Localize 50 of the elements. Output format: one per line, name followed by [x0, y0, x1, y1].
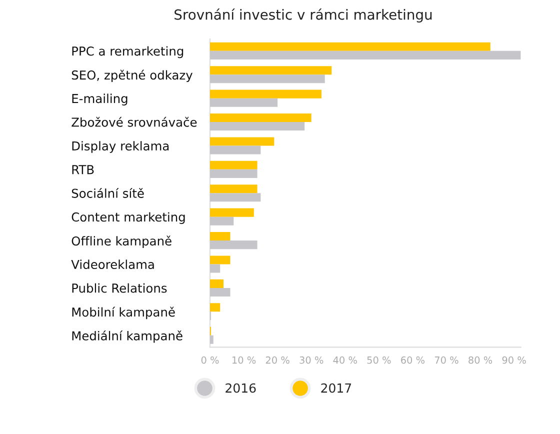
- y-tick-label: Offline kampaně: [72, 236, 172, 248]
- x-tick-label: 80 %: [468, 356, 492, 364]
- x-tick-label: 70 %: [434, 356, 458, 364]
- x-tick-label: 60 %: [401, 356, 425, 364]
- x-tick-label: 50 %: [367, 356, 391, 364]
- y-tick-label: Videoreklama: [71, 260, 154, 270]
- bar: [210, 303, 220, 312]
- bar: [210, 66, 332, 75]
- bar: [210, 137, 274, 146]
- chart-title: Srovnání investic v rámci marketingu: [174, 8, 432, 23]
- bar: [210, 264, 220, 273]
- y-tick-label: E-mailing: [72, 94, 128, 106]
- x-tick-label: 90 %: [502, 356, 526, 364]
- bar: [210, 160, 258, 170]
- y-tick-label: Public Relations: [72, 283, 167, 293]
- x-tick-label: 30 %: [300, 356, 324, 364]
- bar: [210, 279, 224, 288]
- legend-label: 2016: [226, 383, 256, 393]
- bar: [210, 335, 214, 344]
- bar: [210, 208, 254, 217]
- x-tick-label: 10 %: [232, 356, 256, 364]
- y-tick-label: Mediální kampaně: [72, 330, 182, 343]
- y-tick-label: SEO, zpětné odkazy: [72, 70, 192, 82]
- bar: [210, 74, 325, 84]
- y-tick-label: Content marketing: [72, 212, 185, 224]
- bar: [210, 98, 278, 107]
- bar: [210, 184, 258, 194]
- y-tick-label: RTB: [72, 165, 94, 174]
- y-tick-label: Zbožové srovnávače: [72, 116, 197, 127]
- y-tick-label: Display reklama: [72, 141, 169, 153]
- bar: [210, 146, 261, 154]
- bar: [210, 42, 490, 51]
- y-tick-label: Mobilní kampaně: [72, 306, 175, 320]
- y-tick-label: Sociální sítě: [72, 188, 144, 198]
- bar: [210, 50, 521, 60]
- bar: [210, 90, 322, 98]
- x-tick-label: 0 %: [201, 356, 219, 364]
- bar: [210, 232, 230, 241]
- x-tick-label: 40 %: [333, 356, 357, 364]
- bar: [210, 256, 230, 264]
- bar: [210, 216, 234, 226]
- bar: [210, 113, 312, 122]
- legend-label: 2017: [321, 383, 352, 393]
- bar: [210, 122, 305, 131]
- bar: [210, 193, 261, 202]
- y-tick-label: PPC a remarketing: [72, 46, 184, 58]
- x-tick-label: 20 %: [266, 356, 290, 364]
- bar: [210, 288, 230, 296]
- bar: [210, 240, 258, 250]
- bar: [210, 169, 258, 178]
